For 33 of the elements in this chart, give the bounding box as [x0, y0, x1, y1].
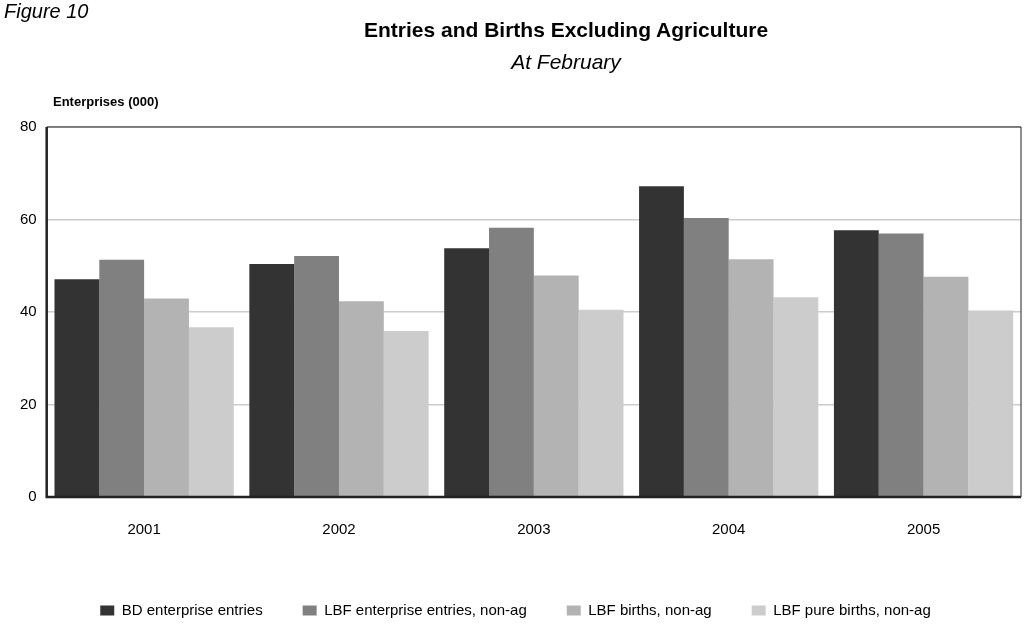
- x-tick-label: 2003: [517, 520, 551, 538]
- bar: [54, 279, 100, 497]
- x-tick-label: 2004: [712, 520, 746, 538]
- y-axis-title: Enterprises (000): [53, 94, 159, 109]
- legend-label: LBF enterprise entries, non-ag: [324, 600, 527, 618]
- bar: [294, 256, 339, 497]
- bar: [833, 230, 879, 497]
- bar: [639, 186, 684, 497]
- y-tick-label: 80: [20, 117, 37, 135]
- caption: Figure 10: [4, 0, 89, 23]
- bar: [249, 263, 295, 497]
- bar: [489, 227, 534, 497]
- x-tick-label: 2002: [322, 520, 356, 538]
- bar: [144, 298, 189, 497]
- legend-label: BD enterprise entries: [121, 600, 263, 618]
- x-tick-label: 2005: [906, 520, 941, 538]
- bar: [338, 301, 384, 497]
- bar: [878, 233, 924, 497]
- chart-subtitle: At February: [509, 50, 623, 74]
- y-tick-label: 40: [20, 302, 37, 320]
- y-tick-label: 0: [28, 487, 37, 505]
- y-tick-label: 60: [20, 209, 37, 227]
- bar: [99, 259, 145, 497]
- bar: [923, 276, 969, 497]
- bar: [683, 218, 729, 497]
- y-tick-label: 20: [20, 394, 37, 412]
- bar: [728, 259, 774, 497]
- bar: [444, 248, 490, 497]
- x-tick-label: 2001: [127, 520, 161, 538]
- legend-label: LBF births, non-ag: [588, 600, 712, 618]
- chart-title: Entries and Births Excluding Agriculture: [363, 18, 769, 41]
- bar: [533, 275, 579, 497]
- legend-label: LBF pure births, non-ag: [773, 600, 931, 618]
